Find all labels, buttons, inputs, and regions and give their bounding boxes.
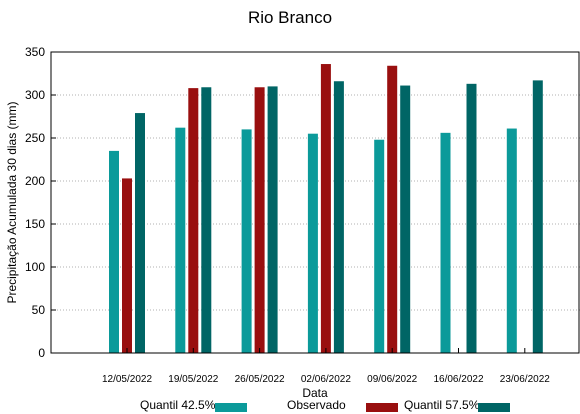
y-axis-ticks: 0 50 100 150 200 250 300 350 (25, 45, 56, 360)
x-axis-label: Data (302, 386, 328, 400)
bar-quantil-42-5--6 (506, 128, 517, 353)
x-tick-label: 19/05/2022 (168, 374, 218, 385)
plot-frame (50, 51, 580, 354)
legend-label: Quantil 42.5% (140, 398, 216, 412)
x-axis-ticks: 12/05/2022 19/05/2022 26/05/2022 02/06/2022… (102, 348, 550, 385)
bar-quantil-57-5--5 (466, 83, 477, 353)
y-tick-label: 0 (38, 346, 45, 360)
legend-label: Observado (287, 398, 346, 412)
bar-quantil-42-5--0 (109, 150, 119, 353)
bar-quantil-57-5--1 (201, 87, 212, 353)
bar-quantil-42-5--2 (241, 129, 252, 353)
y-tick-label: 350 (25, 45, 45, 59)
legend-label: Quantil 57.5% (404, 398, 480, 412)
y-axis-label: Precipitação Acumulada 30 dias (mm) (5, 101, 19, 303)
bar-quantil-42-5--3 (307, 133, 318, 353)
bar-quantil-42-5--4 (374, 139, 385, 353)
bar-observado-3 (320, 64, 331, 353)
y-tick-label: 50 (32, 303, 46, 317)
y-tick-label: 150 (25, 217, 45, 231)
legend-swatch (215, 403, 247, 412)
bar-observado-4 (387, 65, 398, 353)
x-tick-label: 12/05/2022 (102, 374, 152, 385)
x-tick-label: 16/06/2022 (433, 374, 483, 385)
bar-quantil-57-5--0 (135, 113, 145, 353)
bars (109, 64, 543, 354)
y-tick-label: 100 (25, 260, 45, 274)
bar-quantil-42-5--5 (440, 132, 451, 353)
x-tick-label: 02/06/2022 (301, 374, 351, 385)
legend-swatch (478, 403, 510, 412)
bar-observado-1 (188, 88, 199, 354)
bar-quantil-42-5--1 (175, 127, 186, 354)
x-tick-label: 23/06/2022 (500, 374, 550, 385)
x-tick-label: 09/06/2022 (367, 374, 417, 385)
bar-quantil-57-5--6 (532, 80, 543, 353)
x-tick-label: 26/05/2022 (235, 374, 285, 385)
bar-observado-2 (254, 87, 265, 353)
bar-quantil-57-5--4 (400, 85, 411, 353)
legend-swatch (366, 403, 398, 412)
chart-title: Rio Branco (247, 8, 333, 27)
y-tick-label: 250 (25, 131, 45, 145)
bar-quantil-57-5--3 (333, 81, 344, 354)
y-tick-label: 200 (25, 174, 45, 188)
bar-observado-0 (122, 178, 132, 353)
bar-quantil-57-5--2 (267, 86, 278, 354)
legend: Quantil 42.5% Observado Quantil 57.5% (0, 398, 580, 414)
y-tick-label: 300 (25, 88, 45, 102)
